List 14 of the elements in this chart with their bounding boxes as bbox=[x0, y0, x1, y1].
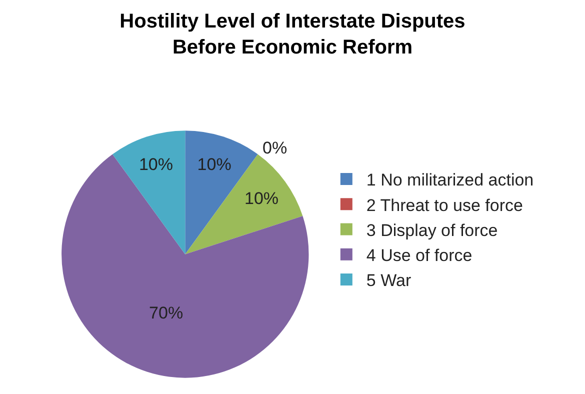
legend-label: 2 Threat to use force bbox=[366, 196, 523, 215]
data-label: 10% bbox=[244, 189, 279, 208]
legend-label: 4 Use of force bbox=[366, 246, 472, 265]
text: 0% bbox=[262, 138, 288, 158]
legend-label: 1 No militarized action bbox=[366, 170, 534, 190]
data-label: 10% bbox=[138, 154, 173, 174]
legend-label: 5 War bbox=[366, 271, 412, 290]
pie-slice bbox=[185, 154, 303, 254]
data-label: 70% bbox=[149, 303, 184, 322]
pie-slice bbox=[112, 130, 186, 254]
pie-slice bbox=[62, 154, 309, 378]
legend-label: 3 Display of force bbox=[366, 220, 498, 240]
chart-title: Hostility Level of Interstate Disputes Before Economic Reform bbox=[120, 10, 466, 59]
data-label: 10% bbox=[197, 154, 232, 174]
